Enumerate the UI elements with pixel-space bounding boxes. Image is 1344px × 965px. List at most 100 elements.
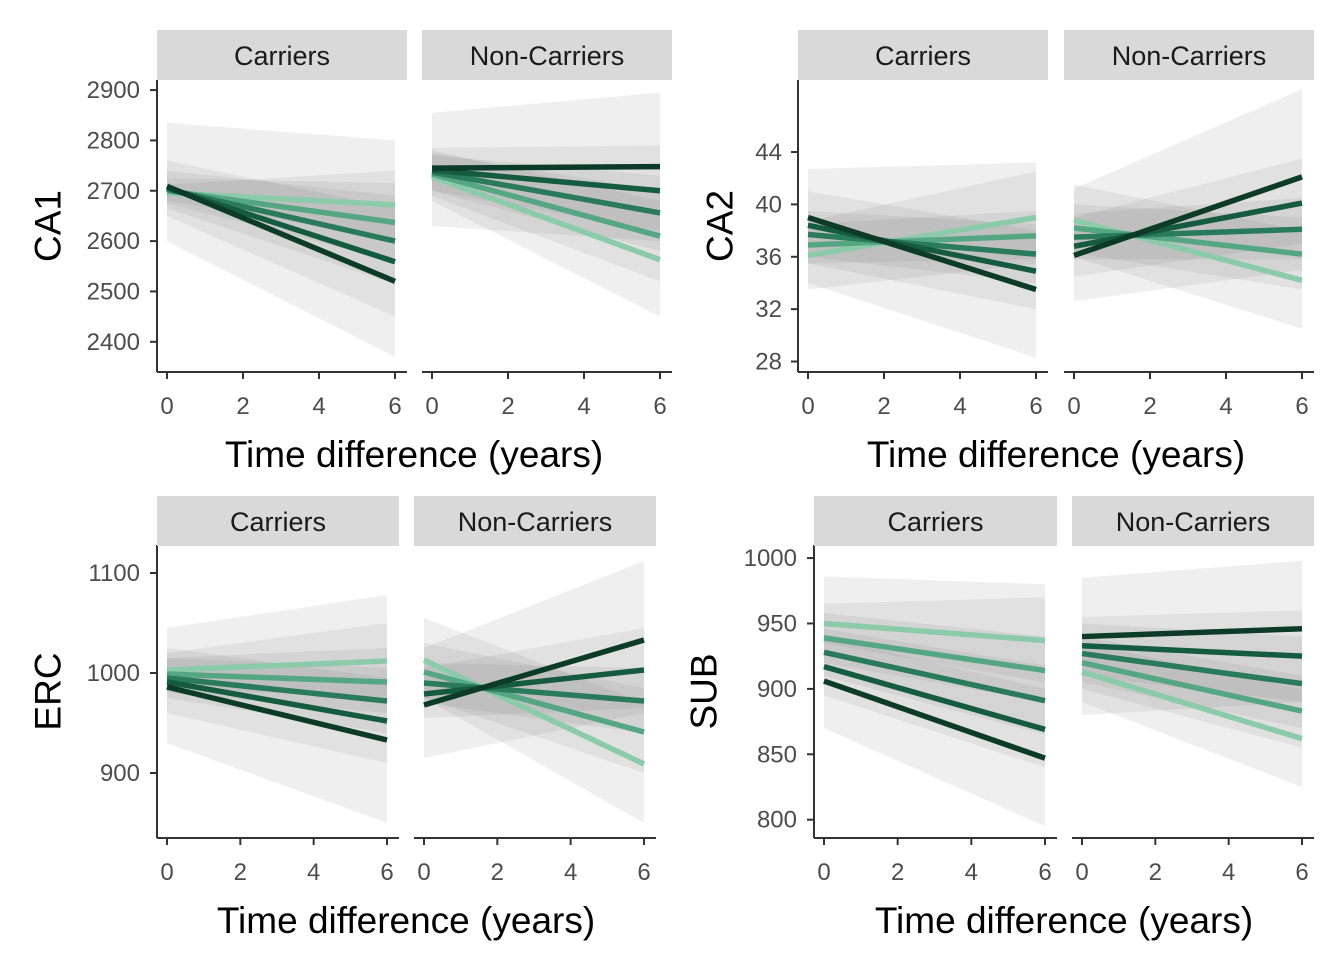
x-tick-label: 2: [236, 393, 249, 420]
y-tick-label: 2900: [87, 77, 140, 104]
trend-line: [1073, 174, 1303, 259]
y-tick-label: 950: [757, 610, 797, 637]
x-tick-label: 4: [312, 393, 325, 420]
confidence-band: [1074, 204, 1302, 290]
trend-line: [431, 174, 661, 263]
facet-strip: [1064, 30, 1314, 80]
y-tick-label: 1100: [88, 560, 140, 587]
x-tick-label: 2: [891, 859, 904, 886]
x-axis-title: Time difference (years): [867, 434, 1245, 475]
x-tick-label: 0: [425, 393, 438, 420]
x-tick-label: 0: [1067, 393, 1080, 420]
x-axis-title: Time difference (years): [217, 900, 595, 941]
y-tick-label: 850: [757, 741, 797, 768]
x-tick-label: 6: [637, 859, 650, 886]
facet-strip: [422, 30, 672, 80]
panel-carriers: Carriers 0 2 4 6: [814, 496, 1057, 886]
x-tick-label: 4: [965, 859, 978, 886]
confidence-band: [1074, 184, 1302, 329]
x-tick-label: 2: [877, 393, 890, 420]
x-tick-label: 0: [801, 393, 814, 420]
x-tick-label: 2: [234, 859, 247, 886]
confidence-band: [167, 595, 387, 823]
y-tick-label: 2400: [87, 329, 140, 356]
y-tick-label: 36: [755, 244, 782, 271]
chart-erc: 900 1000 1100 ERC Time difference (years) Car…: [28, 496, 656, 941]
trend-line: [1081, 669, 1303, 742]
trend-line: [807, 222, 1037, 274]
x-tick-label: 4: [564, 859, 577, 886]
x-tick-label: 4: [1222, 859, 1235, 886]
facet-strip: [814, 496, 1057, 546]
trend-line: [166, 675, 388, 704]
panel-carriers: Carriers 0 2 4 6: [157, 496, 399, 886]
x-axis-title: Time difference (years): [875, 900, 1253, 941]
y-tick-label: 2500: [87, 278, 140, 305]
panel-non-carriers: Non-Carriers 0 2 4 6: [1072, 496, 1314, 886]
x-tick-label: 0: [160, 859, 173, 886]
trend-line: [166, 671, 388, 685]
confidence-band: [424, 561, 644, 758]
panel-carriers: Carriers 0 2 4 6: [157, 30, 407, 420]
trend-line: [823, 649, 1046, 704]
y-axis-title: CA2: [700, 190, 741, 262]
x-tick-label: 6: [388, 393, 401, 420]
x-tick-label: 6: [1295, 393, 1308, 420]
trend-line: [431, 169, 661, 216]
trend-line: [165, 183, 397, 284]
facet-strip: [798, 30, 1048, 80]
x-axis-title: Time difference (years): [225, 434, 603, 475]
facet-strip-label: Carriers: [234, 41, 330, 71]
trend-line: [1073, 200, 1303, 249]
facet-strip: [157, 496, 399, 546]
trend-line: [823, 664, 1046, 733]
trend-line: [166, 658, 388, 673]
facet-strip-label: Non-Carriers: [1112, 41, 1267, 71]
panel-non-carriers: Non-Carriers 0 2 4 6: [422, 30, 672, 420]
confidence-band: [824, 636, 1045, 768]
x-tick-label: 0: [160, 393, 173, 420]
trend-line: [431, 163, 661, 171]
y-tick-label: 2700: [87, 178, 140, 205]
y-tick-label: 40: [755, 191, 782, 218]
facet-strip-label: Carriers: [875, 41, 971, 71]
y-axis-title: CA1: [28, 190, 69, 262]
x-tick-label: 0: [1075, 859, 1088, 886]
trend-line: [1081, 625, 1303, 640]
trend-line: [1073, 226, 1303, 240]
y-tick-label: 900: [757, 676, 797, 703]
y-axis-title: ERC: [28, 652, 69, 730]
confidence-band: [424, 618, 644, 823]
trend-line: [423, 669, 645, 735]
trend-line: [823, 620, 1046, 644]
y-tick-label: 2600: [87, 228, 140, 255]
x-tick-label: 0: [817, 859, 830, 886]
confidence-band: [1082, 643, 1302, 787]
trend-line: [1081, 660, 1303, 714]
x-tick-label: 2: [1143, 393, 1156, 420]
trend-line: [423, 667, 645, 697]
panel-non-carriers: Non-Carriers 0 2 4 6: [1064, 30, 1314, 420]
trend-line: [423, 680, 645, 704]
x-tick-label: 6: [380, 859, 393, 886]
facet-strip: [1072, 496, 1314, 546]
y-tick-label: 1000: [744, 545, 797, 572]
y-tick-label: 900: [100, 760, 140, 787]
confidence-band: [808, 162, 1036, 358]
panel-non-carriers: Non-Carriers 0 2 4 6: [414, 496, 656, 886]
y-tick-label: 800: [757, 807, 797, 834]
x-tick-label: 4: [577, 393, 590, 420]
x-tick-label: 4: [307, 859, 320, 886]
facet-strip-label: Carriers: [230, 507, 326, 537]
y-tick-label: 28: [755, 349, 782, 376]
x-tick-label: 6: [1295, 859, 1308, 886]
y-tick-label: 2800: [87, 127, 140, 154]
facet-strip-label: Non-Carriers: [1116, 507, 1271, 537]
trend-line: [823, 678, 1046, 761]
trend-line: [166, 679, 388, 724]
chart-sub: 800 850 900 950 1000 SUB Time difference (year…: [684, 496, 1314, 941]
x-tick-label: 4: [1219, 393, 1232, 420]
